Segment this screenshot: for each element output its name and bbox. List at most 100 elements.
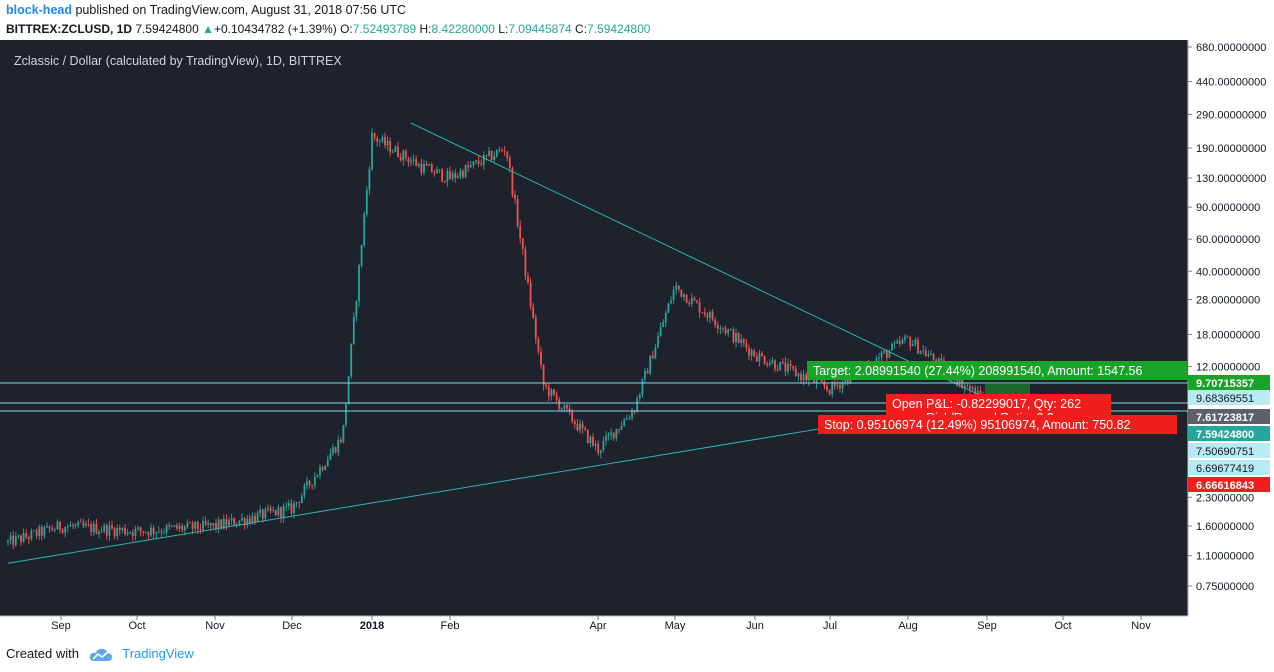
candle-body xyxy=(178,525,181,529)
candle-body xyxy=(898,340,901,344)
close-value: 7.59424800 xyxy=(587,22,651,36)
low-value: 7.09445874 xyxy=(508,22,572,36)
candle-body xyxy=(264,509,267,519)
candle-body xyxy=(506,151,509,158)
tradingview-logo-icon[interactable] xyxy=(89,648,113,662)
candle-body xyxy=(329,453,332,460)
candle-body xyxy=(303,485,306,496)
candle-body xyxy=(27,537,30,539)
candle-body xyxy=(956,379,958,385)
candle-body xyxy=(930,353,932,355)
candle-body xyxy=(267,508,269,510)
candle-body xyxy=(579,423,581,431)
target-label: Target: 2.08991540 (27.44%) 208991540, A… xyxy=(813,364,1142,378)
candle-body xyxy=(625,418,628,420)
candle-body xyxy=(17,535,20,537)
candle-body xyxy=(776,369,779,371)
candle-body xyxy=(342,424,345,443)
candle-body xyxy=(220,519,223,529)
candle-body xyxy=(207,522,210,525)
candle-body xyxy=(615,429,618,439)
candle-body xyxy=(560,408,563,410)
candle-body xyxy=(90,524,93,533)
price-marker-box xyxy=(1188,390,1270,405)
price-tick-label: 0.75000000 xyxy=(1196,581,1254,593)
candle-body xyxy=(940,358,943,361)
candle-body xyxy=(316,475,319,477)
chart-legend: Zclassic / Dollar (calculated by Trading… xyxy=(14,54,342,68)
candle-body xyxy=(412,159,415,161)
candle-body xyxy=(212,523,215,526)
price-axis[interactable]: 680.00000000 440.00000000 290.00000000 190.… xyxy=(1188,42,1270,593)
candle-body xyxy=(633,411,636,413)
candle-body xyxy=(771,360,774,364)
candle-body xyxy=(40,527,43,536)
candle-body xyxy=(963,385,966,389)
time-tick-label: Sep xyxy=(51,620,71,632)
candle-body xyxy=(979,390,982,397)
candle-body xyxy=(657,336,659,348)
candle-body xyxy=(784,362,787,372)
candle-body xyxy=(126,532,129,535)
time-tick-label: Aug xyxy=(898,620,918,632)
chart-svg[interactable]: Target: 2.08991540 (27.44%) 208991540, A… xyxy=(0,40,1274,640)
candle-body xyxy=(225,518,228,526)
candle-body xyxy=(706,314,709,318)
candle-body xyxy=(724,328,727,334)
candle-body xyxy=(131,532,134,536)
candle-body xyxy=(160,531,163,533)
candle-body xyxy=(196,521,199,529)
candle-body xyxy=(571,410,574,422)
candle-body xyxy=(651,355,654,359)
chart-area[interactable]: Target: 2.08991540 (27.44%) 208991540, A… xyxy=(0,40,1274,640)
candle-body xyxy=(363,214,366,246)
price-tick-label: 190.00000000 xyxy=(1196,143,1266,155)
candle-body xyxy=(729,329,732,331)
candle-body xyxy=(274,510,277,516)
candle-body xyxy=(727,329,730,334)
candle-body xyxy=(358,265,360,302)
candle-body xyxy=(618,429,620,430)
candle-body xyxy=(833,382,836,386)
candle-body xyxy=(251,515,254,524)
price-change: +0.10434782 (+1.39%) xyxy=(213,22,337,36)
candle-body xyxy=(888,350,891,358)
candle-body xyxy=(558,399,561,410)
candle-body xyxy=(584,428,587,430)
candle-body xyxy=(139,527,142,532)
candle-body xyxy=(371,133,373,170)
candle-body xyxy=(293,503,295,514)
candle-body xyxy=(352,316,355,344)
candle-body xyxy=(568,408,571,411)
time-tick-label: Jul xyxy=(823,620,837,632)
candle-body xyxy=(404,150,407,159)
author-name[interactable]: block-head xyxy=(6,3,72,17)
time-axis[interactable]: Sep Oct Nov Dec 2018 Feb Apr May Jun Jul Aug Sep Oct… xyxy=(51,616,1151,632)
candle-body xyxy=(384,137,386,146)
candle-body xyxy=(61,529,64,533)
candle-body xyxy=(737,332,740,343)
candle-body xyxy=(46,526,48,528)
candle-body xyxy=(391,151,394,153)
candle-body xyxy=(511,167,514,195)
candle-body xyxy=(66,526,69,528)
candle-body xyxy=(774,360,776,370)
candle-body xyxy=(534,317,537,339)
candle-body xyxy=(147,531,150,536)
high-label: H: xyxy=(419,22,432,36)
candle-body xyxy=(376,138,379,142)
tradingview-brand[interactable]: TradingView xyxy=(122,646,194,661)
candle-body xyxy=(111,525,113,529)
candle-body xyxy=(381,137,384,142)
candle-body xyxy=(498,149,501,151)
candle-body xyxy=(529,282,532,307)
candle-body xyxy=(241,518,243,521)
candle-body xyxy=(77,521,80,525)
candle-body xyxy=(792,365,795,369)
candle-body xyxy=(449,171,451,179)
candle-body xyxy=(399,156,402,161)
candle-body xyxy=(753,350,756,357)
trendline-resistance xyxy=(410,122,988,400)
candle-body xyxy=(805,374,808,381)
candle-body xyxy=(904,336,906,341)
